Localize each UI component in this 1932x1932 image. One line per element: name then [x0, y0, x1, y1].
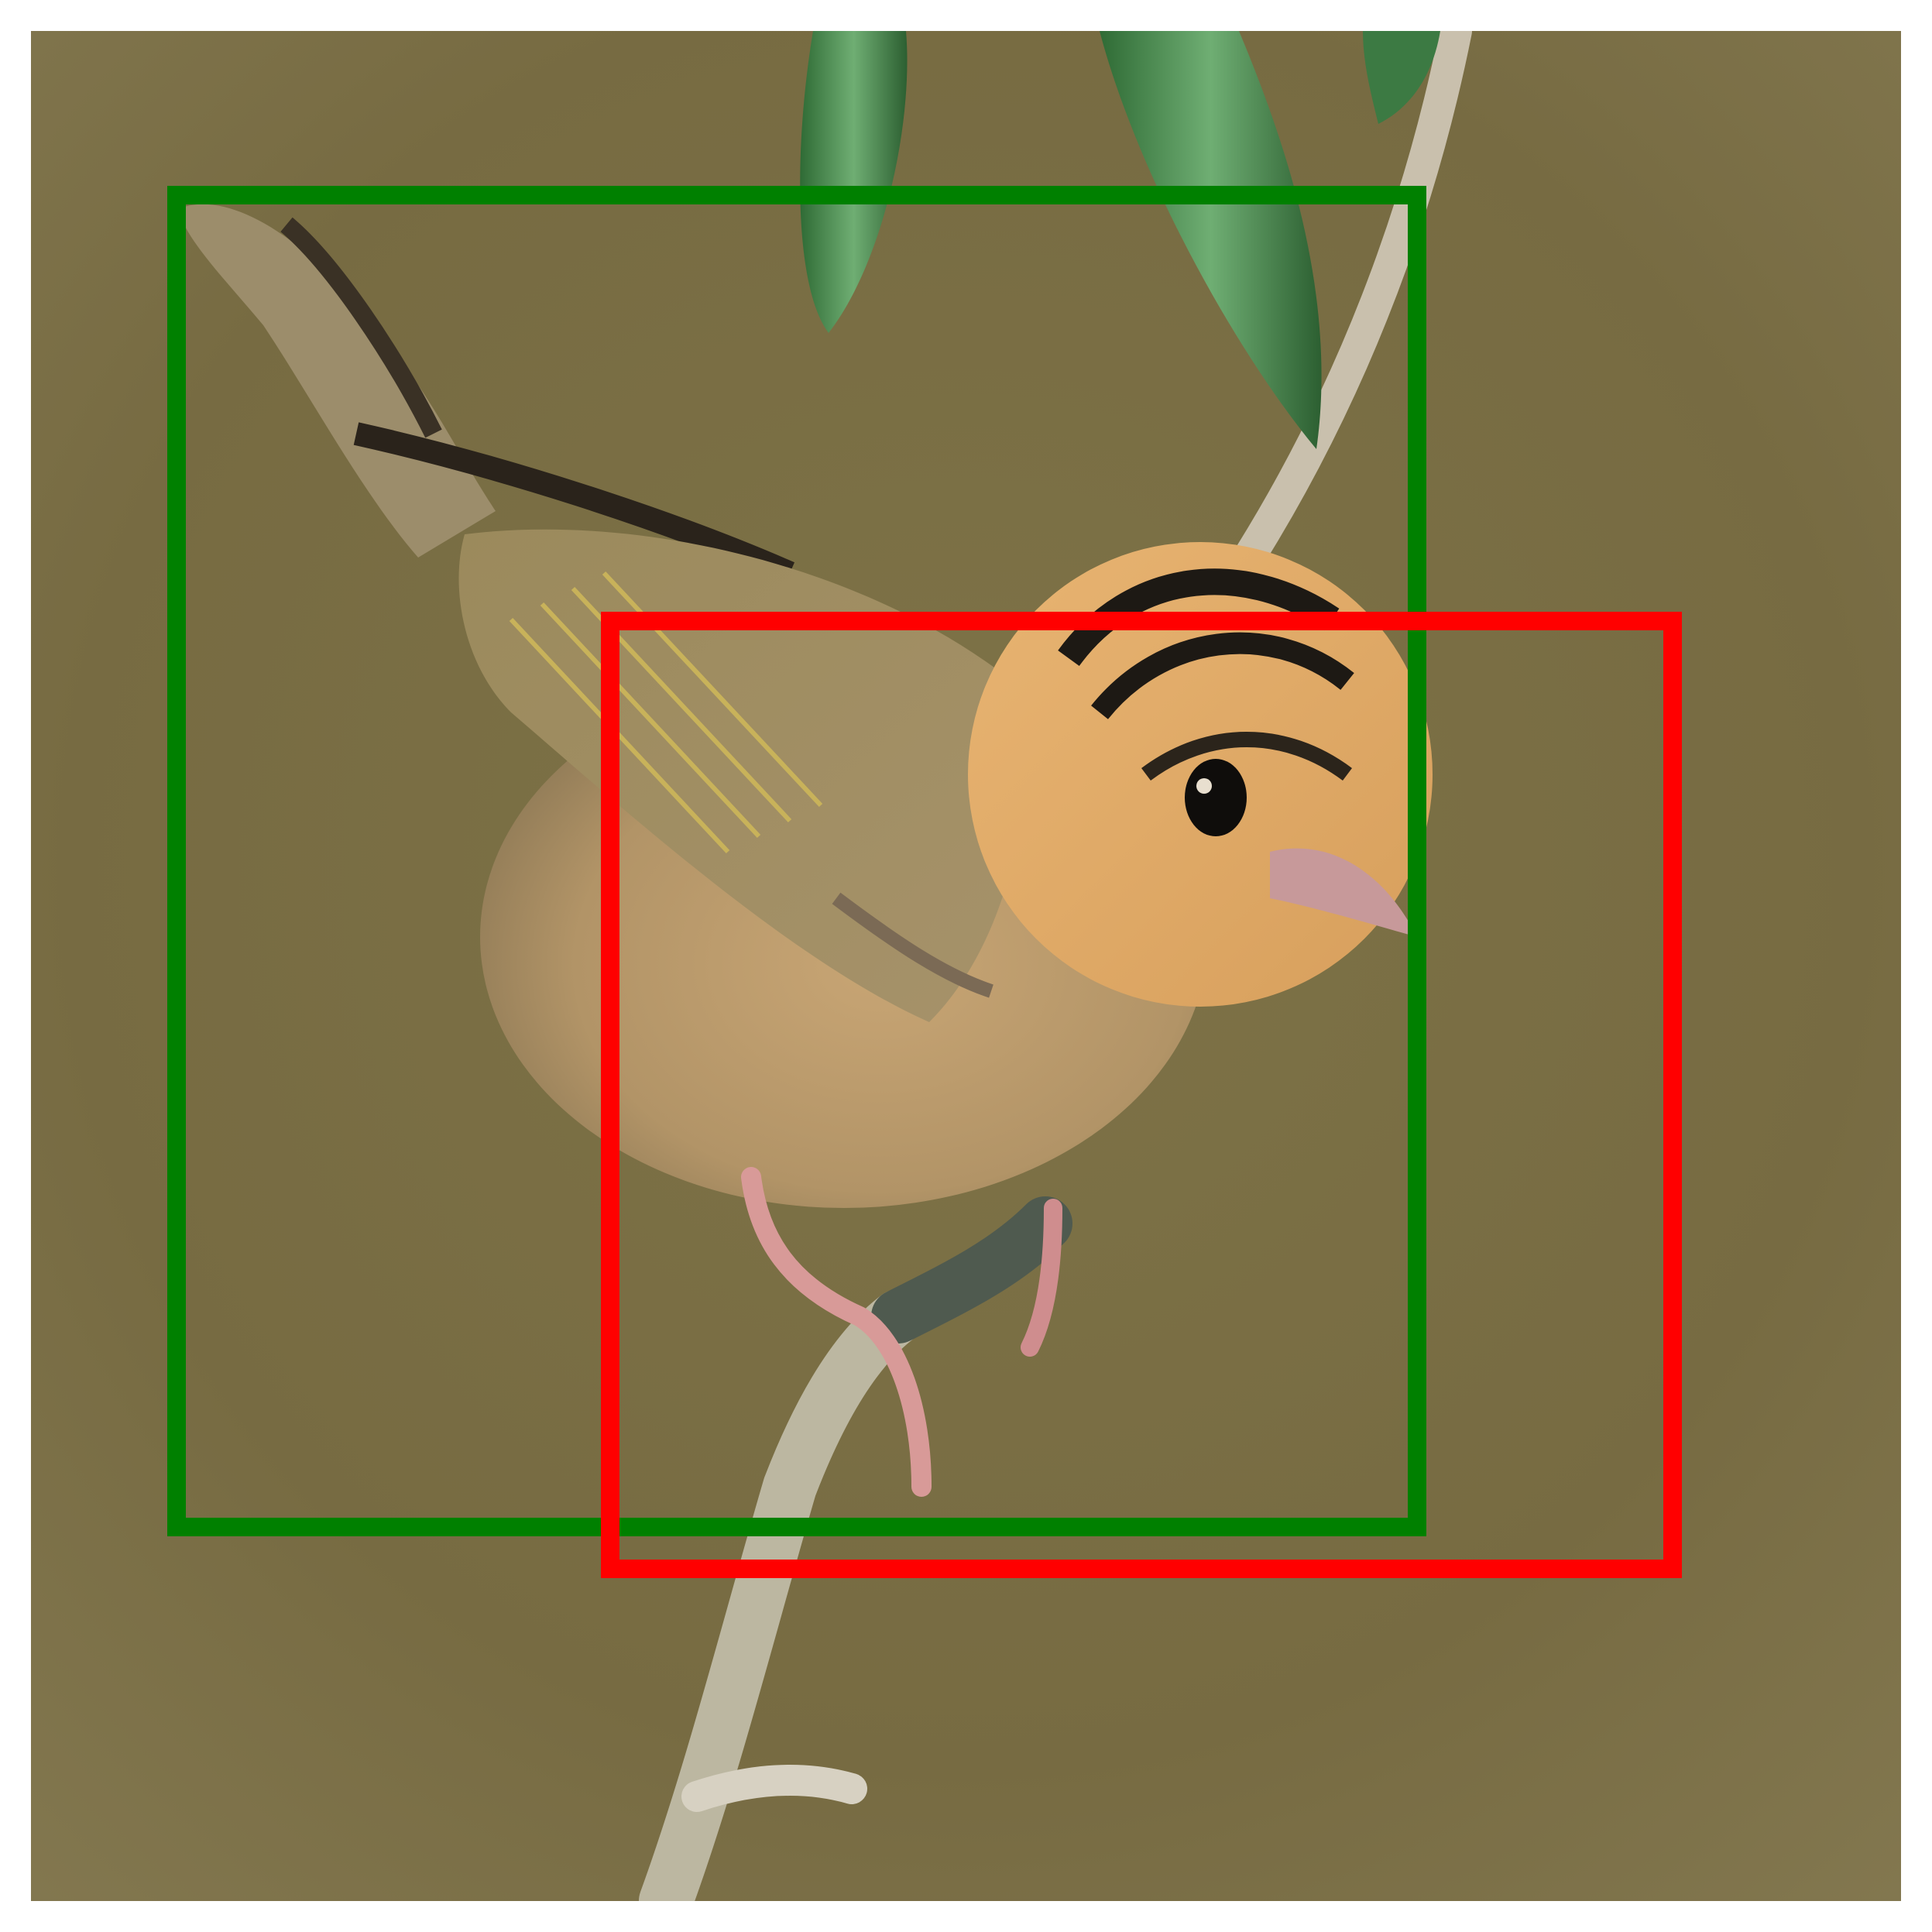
bird-photo — [31, 31, 1901, 1901]
photo-canvas — [31, 31, 1901, 1901]
green-box — [167, 186, 1426, 1536]
red-box — [601, 612, 1682, 1578]
bird — [178, 204, 1433, 1497]
leaves — [800, 31, 1440, 449]
